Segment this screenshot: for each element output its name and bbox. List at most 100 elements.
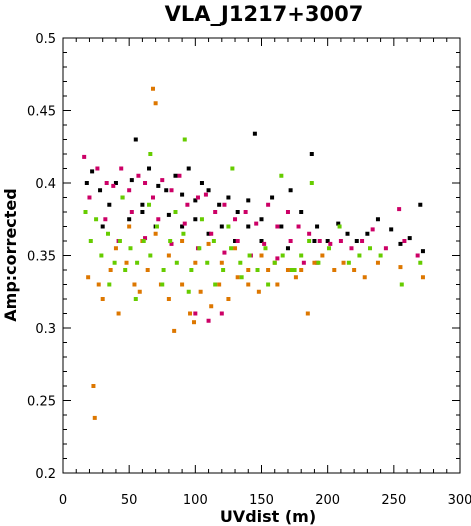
data-point	[88, 239, 93, 243]
data-point	[161, 268, 166, 272]
data-point	[312, 260, 317, 265]
data-point	[150, 195, 155, 200]
data-point	[180, 192, 185, 197]
data-point	[418, 260, 423, 265]
data-point	[332, 268, 337, 272]
data-point	[235, 239, 240, 243]
data-point	[111, 183, 116, 188]
data-point	[112, 260, 117, 265]
data-point	[275, 224, 280, 229]
data-point	[94, 217, 99, 222]
data-point	[213, 210, 218, 214]
data-point	[199, 181, 204, 185]
y-axis-label: Amp:corrected	[1, 188, 20, 321]
data-point	[238, 260, 243, 265]
y-tick-label: 0.35	[27, 250, 56, 265]
data-point	[198, 289, 203, 294]
data-point	[307, 231, 312, 236]
data-point	[166, 297, 171, 301]
data-point	[107, 282, 112, 287]
data-point	[103, 217, 108, 222]
data-point	[217, 282, 222, 287]
data-point	[259, 253, 264, 258]
data-point	[336, 221, 341, 226]
data-point	[325, 239, 330, 243]
data-point	[317, 239, 322, 243]
data-point	[349, 246, 354, 251]
data-point	[407, 236, 412, 241]
data-point	[156, 183, 161, 188]
data-point	[209, 231, 214, 236]
data-point	[193, 198, 198, 203]
data-point	[180, 282, 185, 287]
data-point	[316, 260, 321, 265]
data-point	[226, 195, 231, 200]
x-tick-label: 0	[59, 493, 67, 508]
data-point	[326, 246, 331, 251]
data-point	[352, 268, 357, 272]
data-point	[272, 260, 277, 265]
data-point	[233, 239, 238, 243]
data-point	[123, 268, 128, 272]
data-point	[246, 268, 251, 272]
data-point	[192, 320, 197, 325]
data-point	[180, 239, 185, 243]
data-point	[147, 166, 152, 171]
data-point	[226, 297, 231, 301]
data-point	[285, 246, 290, 251]
data-point	[169, 188, 174, 193]
data-point	[128, 246, 133, 251]
data-point	[229, 246, 234, 251]
data-point	[346, 260, 351, 265]
data-point	[211, 239, 216, 243]
data-point	[154, 224, 159, 229]
data-point	[233, 246, 238, 251]
data-point	[420, 249, 425, 254]
data-point	[275, 282, 280, 287]
data-point	[217, 202, 222, 207]
data-point	[203, 192, 208, 197]
x-axis-ticks: 0 50 100 150 200 250 300	[59, 38, 471, 508]
data-point	[127, 217, 132, 222]
data-point	[285, 210, 290, 214]
y-tick-label: 0.5	[35, 32, 56, 47]
data-point	[288, 188, 293, 193]
data-point	[193, 260, 198, 265]
data-point	[90, 169, 95, 174]
data-point	[172, 328, 177, 333]
data-point	[113, 246, 118, 251]
data-point	[320, 253, 325, 258]
data-point	[83, 210, 88, 214]
data-point	[180, 224, 185, 229]
data-point	[166, 253, 171, 258]
data-point	[383, 246, 388, 251]
data-point	[182, 221, 187, 226]
data-points	[82, 86, 425, 420]
data-point	[301, 260, 306, 265]
x-tick-label: 100	[183, 493, 208, 508]
data-point	[117, 239, 122, 243]
data-point	[127, 224, 132, 229]
data-point	[153, 101, 158, 106]
data-point	[279, 224, 284, 229]
x-axis-label: UVdist (m)	[220, 507, 316, 526]
data-point	[143, 181, 148, 185]
data-point	[299, 268, 304, 272]
data-point	[140, 210, 145, 214]
data-point	[243, 210, 248, 214]
y-tick-label: 0.4	[35, 177, 56, 192]
data-point	[219, 260, 224, 265]
data-point	[213, 282, 218, 287]
data-point	[398, 265, 403, 270]
data-point	[209, 304, 214, 309]
data-point	[262, 241, 267, 246]
data-point	[233, 217, 238, 222]
data-point	[307, 239, 312, 243]
data-point	[292, 268, 297, 272]
data-point	[98, 188, 103, 193]
data-point	[266, 268, 271, 272]
y-tick-label: 0.45	[27, 105, 56, 120]
data-point	[169, 241, 174, 246]
data-point	[99, 253, 104, 258]
data-point	[222, 202, 227, 207]
